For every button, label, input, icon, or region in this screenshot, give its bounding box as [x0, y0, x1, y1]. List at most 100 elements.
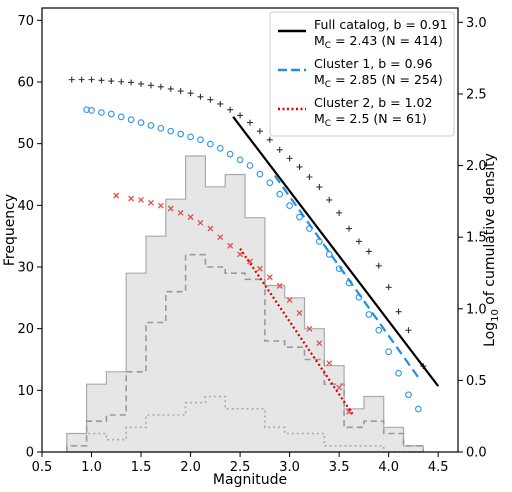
point-cluster-2	[147, 199, 154, 206]
point-cluster-1	[137, 119, 145, 126]
point-cluster-1	[98, 109, 105, 116]
point-cluster-2	[276, 282, 283, 289]
point-cluster-2	[177, 209, 184, 216]
point-full-catalog	[316, 184, 323, 191]
point-full-catalog	[266, 136, 273, 143]
point-cluster-1	[127, 116, 135, 124]
point-cluster-1	[83, 106, 90, 114]
legend-entry-2-label: Cluster 1, b = 0.96	[314, 56, 432, 71]
right-y-axis-label-log: Log	[482, 322, 498, 347]
y-tick-label: 0	[26, 446, 34, 461]
fit-lines-layer	[232, 116, 440, 417]
point-cluster-2	[346, 408, 353, 415]
point-cluster-1	[207, 140, 214, 148]
y-tick-label: 70	[17, 14, 34, 29]
point-cluster-2	[256, 265, 263, 272]
x-tick-label: 2.5	[230, 460, 251, 475]
legend-entry-3-stats-rest: = 2.5 (N = 61)	[331, 111, 427, 126]
legend-entry-1-stats-m: M	[314, 33, 325, 48]
point-cluster-2	[296, 310, 303, 317]
legend-entry-1-stats-rest: = 2.43 (N = 414)	[331, 33, 443, 48]
point-cluster-2	[306, 325, 313, 332]
point-full-catalog	[365, 248, 372, 255]
point-cluster-1	[266, 179, 274, 187]
y-tick-label: 50	[17, 137, 34, 152]
right-y-tick-label: 2.5	[466, 87, 487, 102]
point-full-catalog	[296, 163, 303, 170]
point-full-catalog	[385, 284, 392, 291]
x-tick-label: 3.5	[329, 460, 350, 475]
point-cluster-1	[385, 348, 393, 356]
point-full-catalog	[207, 96, 214, 103]
right-y-tick-label: 0.0	[466, 446, 487, 461]
point-cluster-1	[395, 369, 402, 377]
point-cluster-1	[187, 133, 194, 141]
y-axis-label: Frequency	[2, 194, 18, 266]
point-full-catalog	[227, 106, 234, 113]
legend-entry-2-stats-m: M	[314, 72, 325, 87]
point-cluster-2	[266, 274, 273, 281]
point-full-catalog	[147, 82, 154, 89]
point-full-catalog	[177, 88, 184, 95]
point-cluster-1	[325, 250, 333, 258]
point-full-catalog	[286, 155, 293, 162]
point-cluster-1	[365, 311, 373, 318]
legend-entry-3-stats: MC = 2.5 (N = 61)	[314, 111, 427, 129]
point-cluster-2	[128, 195, 135, 202]
right-y-axis-label-rest: of cumulative density	[482, 153, 498, 309]
point-cluster-1	[216, 145, 224, 152]
point-cluster-1	[256, 170, 264, 178]
point-cluster-1	[147, 122, 155, 129]
right-y-axis-label: Log10 of cumulative density	[482, 153, 501, 347]
legend-entry-2-stats: MC = 2.85 (N = 254)	[314, 72, 443, 90]
point-full-catalog	[276, 146, 283, 153]
point-full-catalog	[355, 238, 362, 245]
point-full-catalog	[108, 78, 115, 85]
y-tick-label: 20	[17, 322, 34, 337]
axes-layer: 0.5 1.0 1.5 2.0 2.5 3.0 3.5 4.0 4.5 0 10 20 30 40 50 60…	[17, 14, 486, 475]
point-cluster-2	[197, 219, 204, 226]
point-cluster-1	[167, 127, 175, 135]
legend-box	[269, 11, 455, 137]
point-cluster-2	[138, 196, 145, 203]
right-y-tick-label: 2.0	[466, 159, 487, 174]
point-full-catalog	[405, 327, 412, 334]
fit-line-full-catalog	[232, 116, 440, 387]
point-full-catalog	[118, 78, 125, 85]
point-cluster-1	[236, 156, 244, 164]
x-tick-label: 4.0	[378, 460, 399, 475]
point-full-catalog	[197, 93, 204, 100]
point-cluster-1	[157, 124, 165, 132]
histogram-cluster-2	[66, 395, 424, 453]
point-cluster-1	[226, 150, 234, 158]
point-cluster-2	[336, 384, 343, 391]
point-cluster-1	[197, 136, 204, 144]
point-full-catalog	[346, 225, 353, 232]
y-tick-label: 30	[17, 261, 34, 276]
point-cluster-2	[286, 297, 293, 304]
right-y-tick-label: 3.0	[466, 16, 487, 31]
legend-entry-2-stats-rest: = 2.85 (N = 254)	[331, 72, 443, 87]
y-tick-label: 10	[17, 384, 34, 399]
x-tick-label: 0.5	[32, 460, 53, 475]
point-cluster-2	[113, 192, 120, 199]
point-full-catalog	[306, 174, 313, 181]
point-full-catalog	[237, 112, 244, 119]
x-tick-label: 3.0	[279, 460, 300, 475]
point-full-catalog	[138, 80, 145, 87]
point-full-catalog	[78, 76, 85, 83]
histogram-full-catalog	[66, 155, 424, 453]
x-tick-label: 1.5	[131, 460, 152, 475]
point-cluster-2	[187, 214, 194, 221]
point-full-catalog	[88, 76, 95, 83]
legend-entry-1-stats-sub: C	[325, 41, 331, 51]
point-cluster-2	[217, 234, 224, 241]
point-full-catalog	[247, 119, 253, 126]
right-y-tick-label: 1.0	[466, 302, 487, 317]
right-y-axis-label-sub: 10	[490, 309, 501, 322]
legend-entry-3-label: Cluster 2, b = 1.02	[314, 95, 432, 110]
point-full-catalog	[336, 209, 343, 216]
histogram-cluster-1	[66, 253, 425, 452]
legend-entry-2-stats-sub: C	[325, 80, 331, 90]
point-full-catalog	[128, 79, 135, 86]
